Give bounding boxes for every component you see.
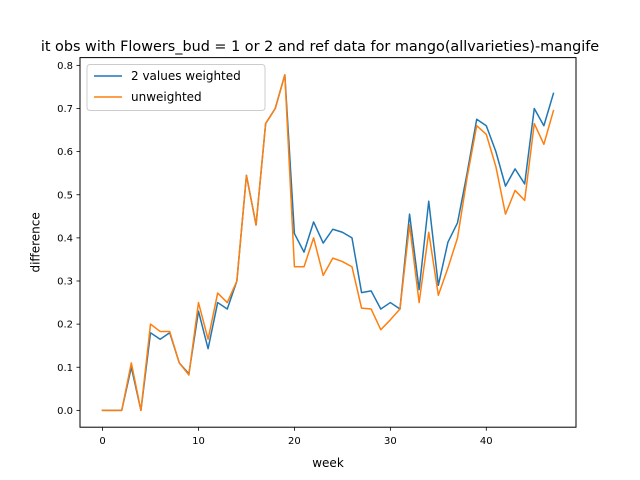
- y-axis-label: difference: [29, 212, 43, 272]
- y-tick-label: 0.1: [57, 363, 73, 374]
- x-tick-label: 20: [288, 436, 301, 447]
- legend: 2 values weighted unweighted: [86, 64, 266, 111]
- y-tick-label: 0.5: [57, 190, 73, 201]
- x-tick-label: 10: [192, 436, 205, 447]
- y-tick-label: 0.8: [57, 61, 73, 72]
- x-axis: 0 10 20 30 40: [99, 427, 493, 447]
- y-tick-label: 0.4: [57, 233, 73, 244]
- series-line-1: [101, 74, 555, 412]
- legend-label-0: 2 values weighted: [131, 69, 241, 83]
- x-tick-label: 30: [384, 436, 397, 447]
- legend-label-1: unweighted: [131, 90, 202, 104]
- y-tick-label: 0.6: [57, 147, 73, 158]
- legend-box: [86, 64, 266, 111]
- y-axis: 0.0 0.1 0.2 0.3 0.4 0.5 0.6 0.7 0.8: [57, 61, 80, 417]
- y-tick-label: 0.0: [57, 406, 73, 417]
- x-tick-label: 40: [480, 436, 493, 447]
- x-tick-label: 0: [99, 436, 105, 447]
- axes-frame: [79, 57, 577, 428]
- y-tick-label: 0.3: [57, 277, 73, 288]
- x-axis-label: week: [312, 456, 344, 470]
- y-tick-label: 0.2: [57, 320, 73, 331]
- chart-title: it obs with Flowers_bud = 1 or 2 and ref…: [41, 39, 599, 55]
- plot-area: [101, 74, 555, 412]
- y-tick-label: 0.7: [57, 104, 73, 115]
